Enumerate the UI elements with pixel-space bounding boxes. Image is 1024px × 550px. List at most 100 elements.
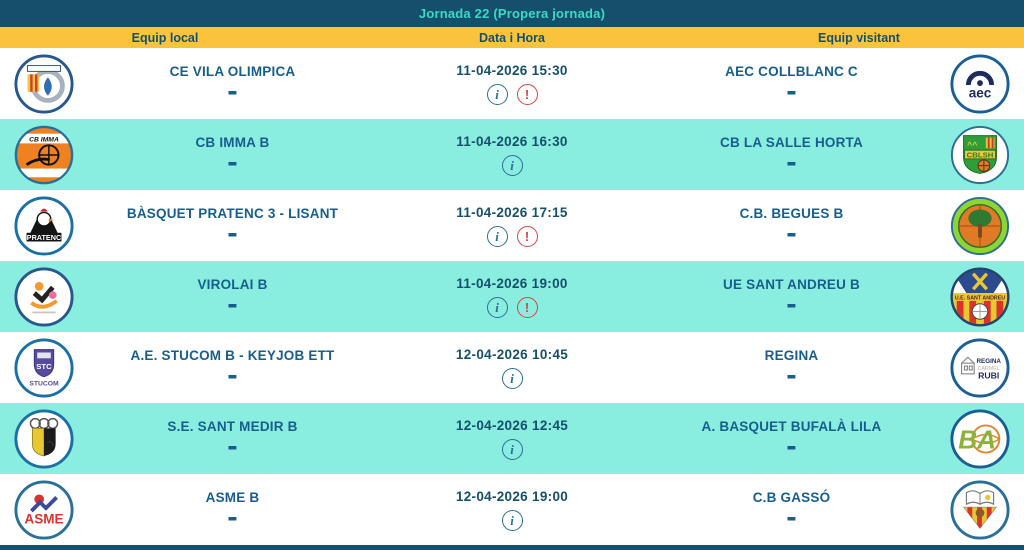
local-team-name[interactable]: VIROLAI B	[197, 277, 268, 293]
info-icon[interactable]: i	[501, 367, 523, 389]
regina-logo: REGINA CARMEL RUBI	[950, 337, 1010, 398]
datetime-cell: 12-04-2026 12:45 i !	[377, 418, 647, 460]
svg-text:U.E. SANT ANDREU: U.E. SANT ANDREU	[955, 295, 1005, 301]
svg-text:STC: STC	[36, 361, 52, 370]
match-datetime: 11-04-2026 15:30	[456, 62, 568, 78]
table-row[interactable]: CB IMMA CB IMMA B – 11-04-2026 16:30 i !…	[0, 119, 1024, 190]
local-team-name[interactable]: A.E. STUCOM B - KEYJOB ETT	[130, 348, 335, 364]
visitant-logo-cell	[936, 195, 1024, 257]
column-header-visitant: Equip visitant	[818, 30, 900, 45]
visitant-logo-cell: BA	[936, 408, 1024, 470]
visitant-logo-cell: aec	[936, 53, 1024, 115]
score-placeholder: –	[228, 499, 237, 537]
visitant-team-name[interactable]: AEC COLLBLANC C	[725, 64, 858, 80]
svg-text:RUBI: RUBI	[978, 370, 999, 380]
visitant-team-name[interactable]: C.B. BEGUES B	[739, 206, 844, 222]
visitant-team-cell: C.B GASSÓ –	[647, 490, 936, 535]
local-team-name[interactable]: S.E. SANT MEDIR B	[167, 419, 298, 435]
local-team-name[interactable]: ASME B	[205, 490, 260, 506]
datetime-cell: 12-04-2026 19:00 i !	[377, 489, 647, 531]
visitant-team-cell: UE SANT ANDREU B –	[647, 277, 936, 324]
table-row[interactable]: STC STUCOM A.E. STUCOM B - KEYJOB ETT – …	[0, 332, 1024, 403]
local-logo-cell	[0, 266, 88, 328]
column-header-datetime: Data i Hora	[479, 30, 545, 45]
local-logo-cell: CB IMMA	[0, 124, 88, 186]
match-datetime: 11-04-2026 16:30	[456, 133, 568, 149]
jornada-title: Jornada 22 (Propera jornada)	[418, 6, 606, 21]
ae-stucom-logo: STC STUCOM	[14, 337, 74, 398]
table-row[interactable]: ASME ASME B – 12-04-2026 19:00 i ! C.B G…	[0, 474, 1024, 545]
svg-text:REGINA: REGINA	[977, 358, 1002, 365]
info-icon[interactable]: i	[501, 509, 523, 531]
match-icons: i !	[377, 154, 647, 176]
info-icon[interactable]: i	[486, 83, 508, 105]
visitant-logo-cell: REGINA CARMEL RUBI	[936, 337, 1024, 399]
visitant-team-name[interactable]: REGINA	[764, 348, 819, 364]
local-team-name[interactable]: BÀSQUET PRATENC 3 - LISANT	[126, 206, 339, 222]
cb-begues-logo	[950, 196, 1010, 255]
info-icon[interactable]: i	[486, 296, 508, 318]
ue-sant-andreu-logo: U.E. SANT ANDREU	[950, 266, 1010, 327]
datetime-cell: 11-04-2026 15:30 i !	[377, 63, 647, 105]
local-logo-cell	[0, 53, 88, 115]
visitant-team-name[interactable]: CB LA SALLE HORTA	[720, 135, 863, 151]
asme-logo: ASME	[14, 479, 74, 540]
cb-imma-logo: CB IMMA	[14, 125, 74, 184]
visitant-team-cell: REGINA –	[647, 348, 936, 395]
table-row[interactable]: S.E. SANT MEDIR B – 12-04-2026 12:45 i !…	[0, 403, 1024, 474]
match-icons: i !	[377, 83, 647, 105]
match-datetime: 12-04-2026 12:45	[455, 417, 569, 433]
info-icon[interactable]: i	[501, 154, 523, 176]
local-logo-cell: ASME	[0, 479, 88, 541]
local-team-cell: S.E. SANT MEDIR B –	[88, 419, 377, 464]
local-logo-cell: PRATENC	[0, 195, 88, 257]
match-icons: i !	[377, 509, 647, 531]
score-placeholder: –	[787, 428, 796, 466]
score-placeholder: –	[228, 357, 237, 395]
score-placeholder: –	[787, 215, 796, 253]
datetime-cell: 11-04-2026 17:15 i !	[377, 205, 647, 247]
warning-icon[interactable]: !	[516, 296, 538, 318]
match-icons: i !	[377, 225, 647, 247]
visitant-team-name[interactable]: UE SANT ANDREU B	[723, 277, 860, 293]
visitant-logo-cell: U.E. SANT ANDREU	[936, 266, 1024, 328]
local-team-name[interactable]: CB IMMA B	[195, 135, 270, 151]
svg-text:CARMEL: CARMEL	[978, 365, 1000, 371]
warning-icon[interactable]: !	[516, 83, 538, 105]
match-icons: i !	[377, 296, 647, 318]
fixtures-list: CE VILA OLIMPICA – 11-04-2026 15:30 i ! …	[0, 48, 1024, 545]
local-logo-cell	[0, 408, 88, 470]
column-header-local: Equip local	[131, 30, 199, 45]
info-icon[interactable]: i	[501, 438, 523, 460]
virolai-logo	[14, 266, 74, 327]
visitant-logo-cell	[936, 479, 1024, 541]
score-placeholder: –	[787, 357, 796, 395]
local-logo-cell: STC STUCOM	[0, 337, 88, 399]
table-row[interactable]: VIROLAI B – 11-04-2026 19:00 i ! UE SANT…	[0, 261, 1024, 332]
info-icon[interactable]: i	[486, 225, 508, 247]
svg-text:PRATENC: PRATENC	[27, 233, 62, 242]
score-placeholder: –	[787, 286, 796, 324]
score-placeholder: –	[228, 73, 237, 111]
visitant-team-cell: CB LA SALLE HORTA –	[647, 135, 936, 180]
visitant-team-name[interactable]: C.B GASSÓ	[752, 490, 831, 506]
table-row[interactable]: CE VILA OLIMPICA – 11-04-2026 15:30 i ! …	[0, 48, 1024, 119]
column-header-row: Equip local Data i Hora Equip visitant	[0, 27, 1024, 48]
next-section-edge	[0, 545, 1024, 550]
local-team-cell: BÀSQUET PRATENC 3 - LISANT –	[88, 206, 377, 253]
local-team-cell: VIROLAI B –	[88, 277, 377, 322]
match-datetime: 12-04-2026 10:45	[455, 346, 569, 362]
cb-la-salle-horta-logo: ^^ CBLSH	[950, 125, 1010, 184]
score-placeholder: –	[787, 73, 796, 111]
table-row[interactable]: PRATENC BÀSQUET PRATENC 3 - LISANT – 11-…	[0, 190, 1024, 261]
svg-text:STUCOM: STUCOM	[29, 380, 59, 387]
visitant-team-name[interactable]: A. BASQUET BUFALÀ LILA	[701, 419, 882, 435]
warning-icon[interactable]: !	[516, 225, 538, 247]
visitant-team-cell: A. BASQUET BUFALÀ LILA –	[647, 419, 936, 466]
aec-collblanc-logo: aec	[950, 53, 1010, 114]
local-team-name[interactable]: CE VILA OLIMPICA	[169, 64, 296, 80]
local-team-cell: ASME B –	[88, 490, 377, 537]
score-placeholder: –	[228, 215, 237, 253]
local-team-cell: A.E. STUCOM B - KEYJOB ETT –	[88, 348, 377, 395]
